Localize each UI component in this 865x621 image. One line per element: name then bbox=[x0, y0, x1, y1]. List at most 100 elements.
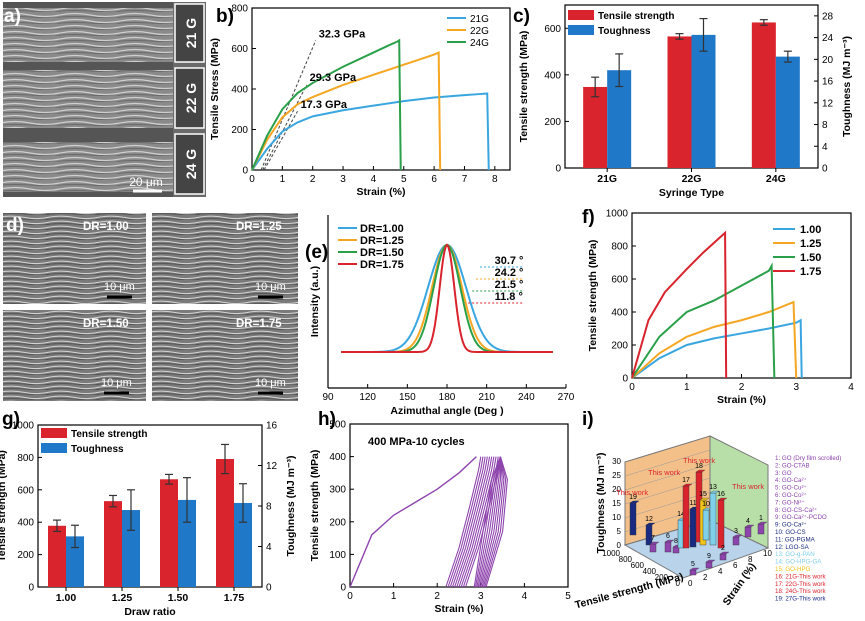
scale-label-1: 10 μm bbox=[104, 281, 135, 293]
y-tick-label: 0 bbox=[340, 583, 346, 594]
x-axis-label: Strain (%) bbox=[356, 186, 405, 198]
bar3d-label: 14 bbox=[677, 511, 685, 518]
bar-toughness bbox=[66, 536, 84, 587]
category-label: 24G bbox=[766, 173, 786, 185]
legend-label: 1.00 bbox=[800, 224, 821, 236]
y-tick-label: 2 bbox=[703, 573, 708, 582]
legend-entry: 5: GO-Cu²⁺ bbox=[775, 485, 807, 492]
legend-entry: 13: GO-g-PAN bbox=[775, 551, 815, 558]
x-tick-label: 240 bbox=[518, 392, 535, 403]
panel-label-d: d) bbox=[6, 215, 24, 236]
y-tick-label: 300 bbox=[329, 485, 346, 496]
loading-curve bbox=[349, 456, 477, 588]
panel-b: b) 0 1 2 3 4 5 6 7 8 0 200 400 600 800 Strain (%) Tensi… bbox=[209, 4, 511, 198]
y-tick-label: 1000 bbox=[606, 209, 629, 220]
sem-tile-3 bbox=[3, 310, 146, 401]
panel-label-e: (e) bbox=[305, 242, 328, 263]
legend-label: DR=1.50 bbox=[360, 247, 404, 259]
legend-label: Toughness bbox=[71, 444, 124, 455]
x-tick-label: 4 bbox=[522, 591, 528, 602]
y-tick-label: 0 bbox=[622, 374, 628, 385]
legend-label: DR=1.25 bbox=[360, 235, 404, 247]
peak-dr175 bbox=[341, 243, 553, 353]
grid-line bbox=[624, 449, 711, 477]
y2-tick-label: 12 bbox=[822, 98, 834, 109]
z-tick-label: 0 bbox=[617, 541, 622, 550]
bar3d-label: 9 bbox=[707, 553, 711, 560]
x-axis-label: Syringe Type bbox=[659, 187, 724, 199]
x-tick-label: 4 bbox=[848, 382, 854, 393]
dr-label-3: DR=1.50 bbox=[83, 318, 129, 330]
bar3d-label: 7 bbox=[651, 535, 655, 542]
dr-label-1: DR=1.00 bbox=[83, 221, 129, 233]
label-box-21g bbox=[174, 3, 205, 63]
this-work-label: This work bbox=[616, 488, 648, 497]
x-tick-label: 0 bbox=[676, 579, 681, 588]
x-tick-label: 600 bbox=[631, 561, 645, 570]
reload-10 bbox=[485, 456, 508, 588]
x-tick-label: 3 bbox=[793, 382, 799, 393]
x-tick-label: 3 bbox=[340, 174, 346, 185]
bar3d-top bbox=[629, 500, 640, 504]
y-tick-label: 0 bbox=[28, 583, 34, 594]
label-21g: 21 G bbox=[183, 18, 199, 48]
fwhm-label: 30.7 ° bbox=[495, 255, 524, 267]
y-axis-label: Tensile strength (MPa) bbox=[518, 31, 530, 143]
y-tick-label: 400 bbox=[231, 85, 248, 96]
panel-h: h) 0 1 2 3 4 5 0 100 200 300 400 500 Strain (%) Tensi… bbox=[309, 409, 571, 615]
label-24g: 24 G bbox=[183, 149, 199, 179]
y-tick-label: 6 bbox=[733, 561, 738, 570]
bar-tensile-strength bbox=[216, 459, 234, 587]
legend-swatch bbox=[41, 428, 67, 438]
legend-entry: 4: GO-Ca²⁺ bbox=[775, 477, 807, 484]
panel-label-g: g) bbox=[2, 409, 20, 430]
legend-label: Toughness bbox=[598, 26, 651, 37]
category-label: 21G bbox=[597, 173, 617, 185]
panel-label-b: b) bbox=[216, 6, 234, 27]
y-tick-label: 800 bbox=[611, 242, 628, 253]
chart-title: 400 MPa-10 cycles bbox=[368, 436, 465, 448]
x-tick-label: 270 bbox=[558, 392, 575, 403]
y-tick-label: 200 bbox=[611, 341, 628, 352]
bar-tensile-strength bbox=[104, 501, 122, 587]
legend-entry: 12: LGO-SA bbox=[775, 544, 810, 551]
y2-axis-label: Toughness (MJ m⁻³) bbox=[285, 455, 297, 556]
y-tick-label: 200 bbox=[231, 125, 248, 136]
scale-label-2: 10 μm bbox=[255, 281, 286, 293]
modulus-line bbox=[263, 111, 298, 171]
legend-entry: 19: 27G-This work bbox=[775, 596, 826, 603]
bar3d-top bbox=[705, 559, 716, 563]
cycle-9 bbox=[462, 456, 499, 588]
sem-tile-2 bbox=[152, 213, 298, 304]
bar3d-3 bbox=[732, 536, 740, 546]
x-tick-label: 8 bbox=[492, 174, 498, 185]
z-tick-label: 20 bbox=[612, 485, 621, 494]
modulus-label: 29.3 GPa bbox=[310, 72, 357, 84]
panel-e: (e) 90 120 150 180 210 240 270 Azimuthal angle … bbox=[305, 215, 575, 417]
panel-label-i: i) bbox=[582, 409, 594, 430]
panel-a: 21 G 22 G 24 G 20 μm a) bbox=[3, 2, 206, 197]
category-label: 1.75 bbox=[224, 592, 245, 604]
legend-entry: 11: GO-PGMA bbox=[775, 536, 816, 543]
bar3d-top bbox=[717, 497, 728, 501]
legend-entry: 3: GO bbox=[775, 470, 792, 477]
z-axis-label: Toughness (MJ m⁻³) bbox=[595, 452, 607, 553]
x-tick-label: 4 bbox=[371, 174, 377, 185]
reload-7 bbox=[481, 456, 503, 588]
cycle-8 bbox=[460, 456, 497, 588]
bar3d-top bbox=[682, 483, 693, 487]
x-tick-label: 3 bbox=[478, 591, 484, 602]
series-line-1.75 bbox=[631, 230, 728, 379]
legend-entry: 7: GO-Ni²⁺ bbox=[775, 499, 805, 506]
legend-label: Tensile strength bbox=[71, 429, 148, 440]
legend-entry: 17: 22G-This work bbox=[775, 581, 826, 588]
y-tick-label: 0 bbox=[242, 166, 248, 177]
bar3d-top bbox=[645, 522, 656, 526]
modulus-line bbox=[260, 40, 317, 171]
reload-5 bbox=[478, 456, 501, 588]
bar3d-label: 11 bbox=[689, 500, 696, 507]
sem-tile-4 bbox=[152, 310, 298, 401]
category-label: 1.00 bbox=[56, 592, 77, 604]
this-work-label: This work bbox=[732, 482, 764, 491]
y2-tick-label: 4 bbox=[822, 142, 828, 153]
